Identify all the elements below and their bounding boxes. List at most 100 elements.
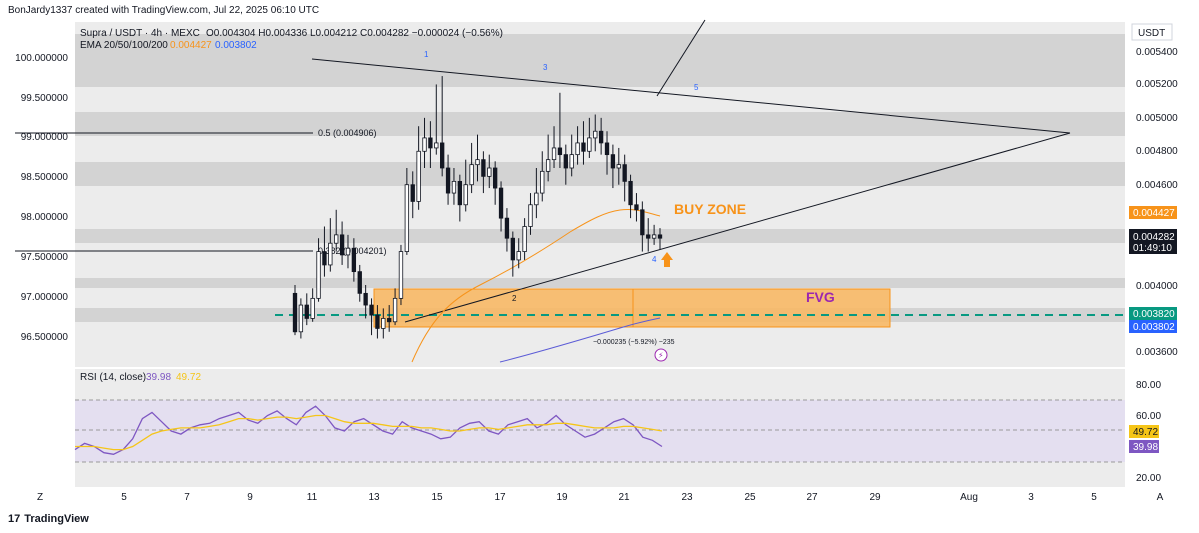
candle-body[interactable] — [469, 164, 474, 186]
fvg-box[interactable] — [373, 288, 891, 328]
candle-body[interactable] — [363, 292, 368, 306]
candle-body[interactable] — [457, 180, 463, 206]
candle-body[interactable] — [634, 204, 639, 211]
rsi-ma-price-text: 49.72 — [1133, 427, 1158, 438]
last-price-label — [1129, 229, 1177, 254]
candle-body[interactable] — [328, 242, 333, 266]
lightning-icon[interactable] — [654, 348, 668, 362]
candle-body[interactable] — [351, 247, 357, 273]
left-price-axis[interactable]: 100.000000 99.500000 99.000000 98.500000… — [15, 53, 68, 343]
candle-body[interactable] — [610, 154, 616, 169]
candle-body[interactable] — [569, 154, 574, 169]
left-tick: 96.500000 — [21, 332, 69, 343]
candle-body[interactable] — [334, 234, 339, 244]
candle-body[interactable] — [557, 147, 563, 156]
candle-body[interactable] — [392, 297, 398, 323]
x-tick: A — [1157, 492, 1164, 503]
candle-body[interactable] — [375, 314, 380, 329]
candle-body[interactable] — [481, 159, 486, 177]
candle-body[interactable] — [310, 297, 315, 319]
candle-body[interactable] — [545, 159, 551, 172]
symbol-title[interactable]: Supra / USDT · 4h · MEXC — [80, 28, 200, 39]
candle-body[interactable] — [622, 164, 627, 182]
countdown-text: 01:49:10 — [1133, 243, 1172, 254]
candle-body[interactable] — [598, 130, 604, 144]
x-tick: 9 — [247, 492, 253, 503]
rsi-tick: 80.00 — [1136, 380, 1161, 391]
candle-body[interactable] — [593, 130, 598, 139]
upper-trendline[interactable] — [311, 58, 1071, 134]
candle-body[interactable] — [487, 167, 492, 177]
candle-body[interactable] — [387, 318, 392, 323]
candle-body[interactable] — [540, 170, 545, 194]
candle-body[interactable] — [504, 217, 510, 239]
candle-body[interactable] — [563, 154, 568, 169]
breakout-projection-line[interactable] — [656, 19, 706, 97]
rsi-price-label — [1129, 440, 1159, 453]
candle-body[interactable] — [304, 304, 309, 319]
candle-body[interactable] — [357, 271, 362, 294]
candle-body[interactable] — [445, 167, 451, 194]
currency-label: USDT — [1138, 28, 1165, 39]
x-tick: 25 — [744, 492, 756, 503]
candle-body[interactable] — [428, 137, 433, 149]
currency-box[interactable] — [1131, 23, 1173, 41]
candle-body[interactable] — [640, 209, 645, 236]
candle-body[interactable] — [646, 234, 651, 239]
candle-body[interactable] — [416, 150, 421, 202]
ema50-line — [499, 317, 661, 363]
candle-body[interactable] — [616, 164, 621, 169]
candle-body[interactable] — [575, 142, 580, 156]
candle-body[interactable] — [404, 184, 410, 252]
candle-body[interactable] — [587, 137, 592, 152]
rsi-title[interactable]: RSI (14, close) — [80, 372, 146, 383]
candle-body[interactable] — [381, 318, 386, 329]
candle-body[interactable] — [292, 292, 298, 333]
tradingview-logo[interactable]: 17 TradingView — [8, 513, 89, 525]
time-axis[interactable]: Z 5 7 9 11 13 15 17 19 21 23 25 27 29 Au… — [37, 492, 1164, 503]
candle-body[interactable] — [528, 204, 533, 227]
candle-body[interactable] — [451, 180, 457, 194]
ema-label[interactable]: EMA 20/50/100/200 — [80, 40, 168, 51]
candle-body[interactable] — [604, 142, 610, 156]
candle-body[interactable] — [522, 226, 527, 252]
candle-body[interactable] — [475, 159, 480, 166]
right-price-axis[interactable]: 0.005400 0.005200 0.005000 0.004800 0.00… — [1129, 47, 1178, 358]
candle-body[interactable] — [322, 251, 327, 266]
lightning-glyph: ⚡ — [658, 351, 664, 360]
lower-trendline[interactable] — [404, 132, 1071, 323]
candle-body[interactable] — [440, 142, 445, 169]
candle-body[interactable] — [463, 184, 468, 206]
wave-label-3: 3 — [543, 63, 548, 72]
candle-body[interactable] — [398, 251, 404, 299]
rsi-ma-price-label — [1129, 425, 1159, 438]
rsi-axis[interactable]: 80.00 60.00 20.00 49.72 39.98 — [1129, 380, 1161, 484]
candle-body[interactable] — [410, 184, 415, 202]
candle-body[interactable] — [316, 251, 321, 299]
candle-body[interactable] — [422, 137, 427, 152]
candle-body[interactable] — [369, 304, 374, 316]
right-tick: 0.004000 — [1136, 281, 1178, 292]
candle-body[interactable] — [651, 234, 657, 239]
candle-body[interactable] — [534, 192, 539, 206]
x-tick: 13 — [368, 492, 380, 503]
candle-body[interactable] — [498, 187, 504, 219]
candle-body[interactable] — [510, 237, 515, 261]
candle-body[interactable] — [628, 180, 633, 206]
candle-body[interactable] — [657, 234, 663, 239]
candle-body[interactable] — [339, 234, 345, 256]
candle-body[interactable] — [434, 142, 439, 149]
x-tick: 27 — [806, 492, 818, 503]
candle-body[interactable] — [551, 147, 557, 161]
x-tick: 5 — [1091, 492, 1097, 503]
candle-body[interactable] — [492, 167, 498, 189]
candle-body[interactable] — [516, 251, 521, 261]
candle-body[interactable] — [345, 247, 351, 256]
candle-body[interactable] — [298, 304, 304, 333]
ema20-line — [411, 209, 661, 363]
candle-body[interactable] — [581, 142, 586, 152]
x-tick: 3 — [1028, 492, 1034, 503]
left-tick: 99.500000 — [21, 93, 69, 104]
x-tick: 23 — [681, 492, 693, 503]
